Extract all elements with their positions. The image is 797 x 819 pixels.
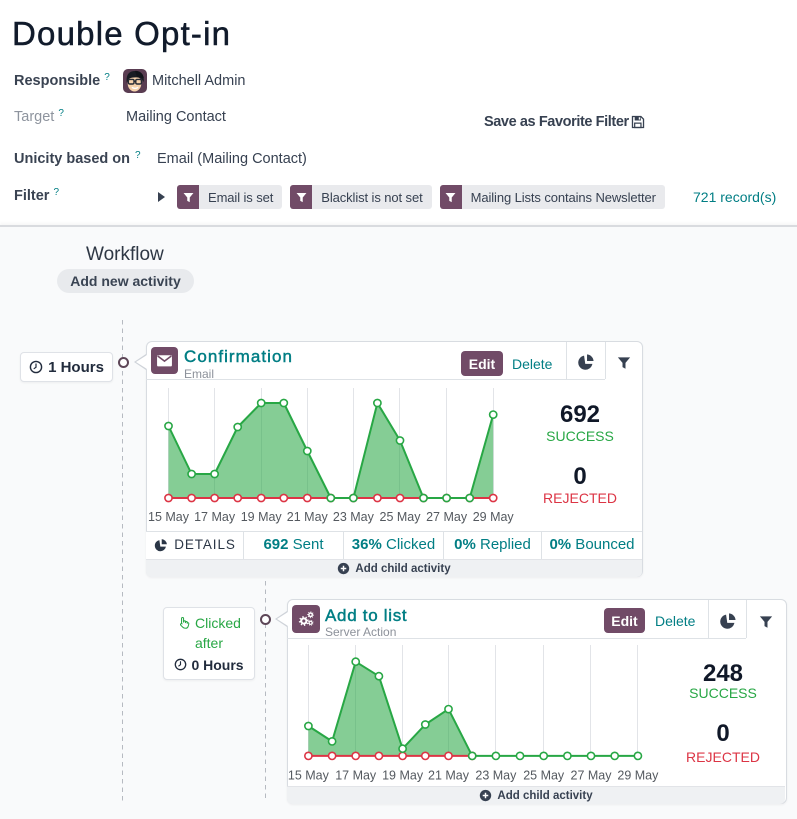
svg-text:23 May: 23 May [475, 769, 517, 783]
svg-text:21 May: 21 May [428, 769, 470, 783]
svg-text:25 May: 25 May [523, 769, 565, 783]
svg-text:15 May: 15 May [148, 510, 190, 524]
svg-text:27 May: 27 May [571, 769, 613, 783]
svg-text:29 May: 29 May [617, 769, 659, 783]
svg-text:17 May: 17 May [335, 769, 377, 783]
svg-text:25 May: 25 May [380, 510, 422, 524]
svg-text:27 May: 27 May [426, 510, 468, 524]
svg-text:29 May: 29 May [473, 510, 515, 524]
svg-text:19 May: 19 May [382, 769, 424, 783]
svg-text:17 May: 17 May [194, 510, 236, 524]
svg-text:21 May: 21 May [287, 510, 329, 524]
svg-text:15 May: 15 May [288, 769, 330, 783]
svg-text:23 May: 23 May [333, 510, 375, 524]
svg-text:19 May: 19 May [241, 510, 283, 524]
